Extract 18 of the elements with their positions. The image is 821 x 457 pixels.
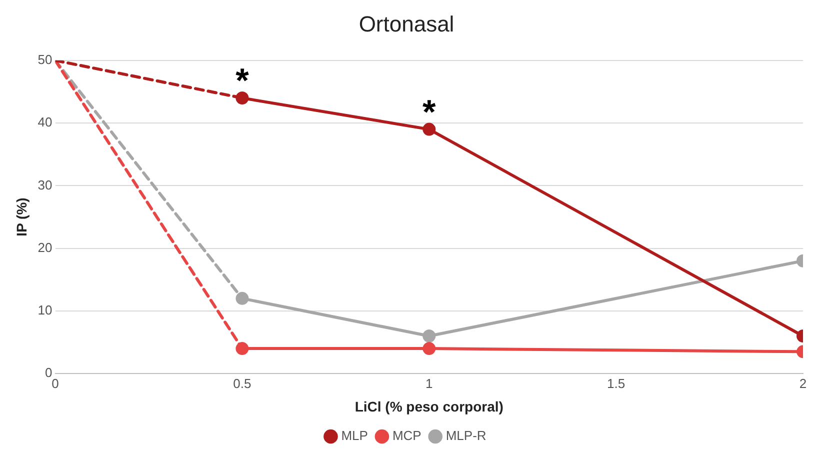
legend-label: MCP xyxy=(392,428,422,444)
x-tick-label: 1.5 xyxy=(607,376,626,391)
y-tick-label: 30 xyxy=(38,177,52,192)
y-tick-label: 40 xyxy=(38,114,52,130)
annotation: * xyxy=(422,93,437,132)
y-tick-label: 50 xyxy=(38,52,52,67)
legend-label: MLP xyxy=(341,428,368,444)
y-axis-title: IP (%) xyxy=(13,198,30,236)
y-tick-label: 10 xyxy=(38,302,52,318)
chart-title: Ortonasal xyxy=(358,11,454,36)
annotation: * xyxy=(236,62,250,100)
x-tick-label: 0.5 xyxy=(233,376,252,391)
x-axis-title: LiCl (% peso corporal) xyxy=(354,398,504,414)
y-tick-label: 0 xyxy=(45,365,52,380)
legend-label: MLP-R xyxy=(446,428,486,444)
x-tick-label: 1 xyxy=(426,376,433,391)
x-tick-label: 2 xyxy=(799,376,807,391)
y-tick-label: 20 xyxy=(38,240,52,255)
